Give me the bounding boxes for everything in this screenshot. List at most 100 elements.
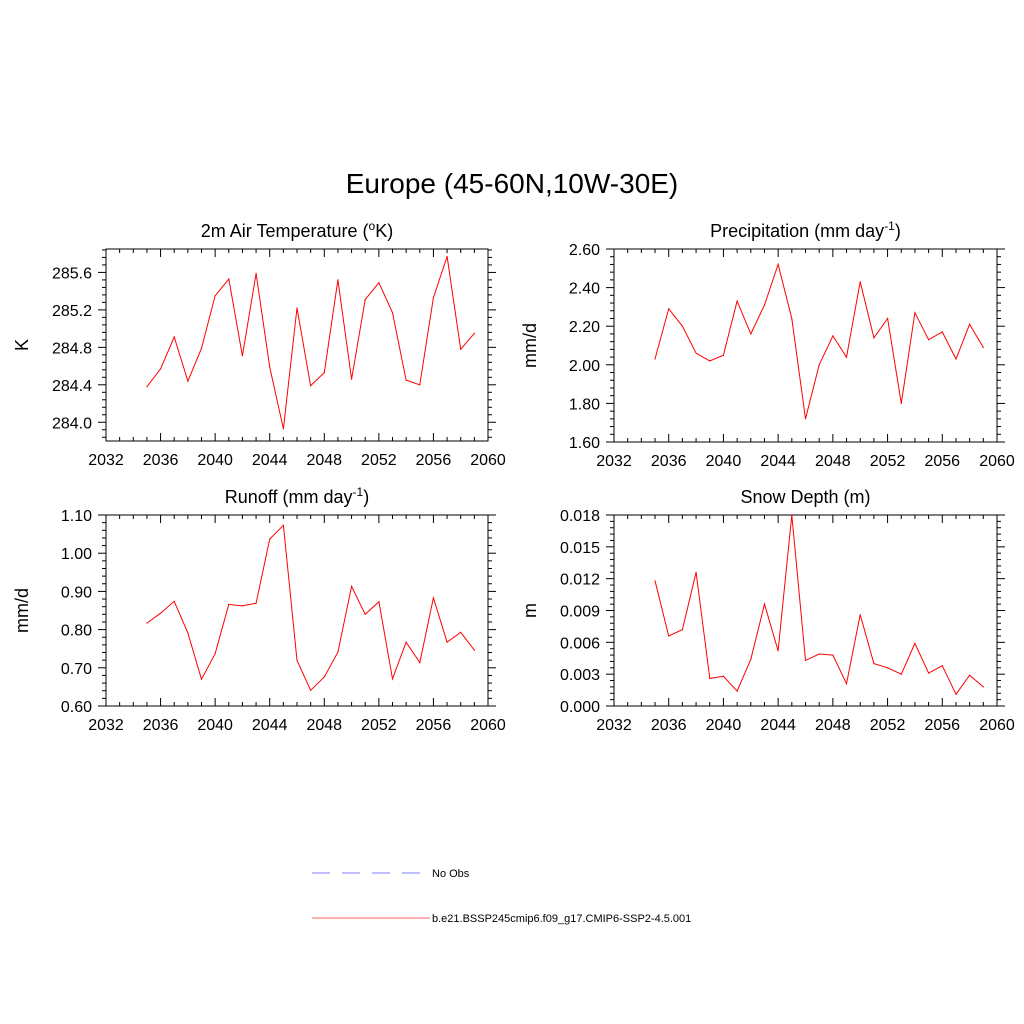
data-point <box>722 675 725 677</box>
data-point <box>763 603 766 605</box>
figure-title: Europe (45-60N,10W-30E) <box>345 168 679 199</box>
y-tick-label: 0.018 <box>560 508 600 525</box>
data-point <box>900 402 902 404</box>
y-tick-label: 0.60 <box>61 699 92 716</box>
panel-title-superscript: o <box>369 219 376 233</box>
y-tick-label: 284.0 <box>52 415 92 432</box>
data-point <box>654 580 656 582</box>
x-tick-label: 2044 <box>760 453 796 470</box>
data-point <box>391 312 394 314</box>
panel-title: 2m Air Temperature (oK) <box>201 219 393 241</box>
legend: No Obs b.e21.BSSP245cmip6.f09_g17.CMIP6-… <box>312 868 691 925</box>
data-point <box>323 372 325 374</box>
data-point <box>845 683 848 685</box>
data-point <box>969 674 971 676</box>
y-tick-label: 284.8 <box>52 340 92 357</box>
data-point <box>736 690 738 692</box>
x-tick-label: 2048 <box>306 452 342 469</box>
x-tick-label: 2060 <box>470 717 506 734</box>
data-point <box>845 356 848 358</box>
x-tick-label: 2056 <box>924 453 960 470</box>
panel-title: Precipitation (mm day-1) <box>710 219 901 241</box>
data-point <box>241 355 243 357</box>
y-axis-label: mm/d <box>520 323 540 368</box>
data-point <box>695 571 697 573</box>
data-point <box>160 612 162 614</box>
x-tick-label: 2032 <box>88 717 124 734</box>
y-tick-label: 2.40 <box>569 281 600 298</box>
x-tick-label: 2040 <box>197 717 233 734</box>
data-point <box>887 317 889 320</box>
data-point <box>282 428 284 430</box>
data-point <box>928 672 930 674</box>
y-axis-label: K <box>12 339 32 351</box>
y-tick-label: 0.003 <box>560 667 600 684</box>
data-point <box>859 281 861 283</box>
data-point <box>241 605 243 607</box>
data-point <box>419 661 421 664</box>
series-line-snow-depth <box>654 514 984 696</box>
y-tick-label: 0.80 <box>61 623 92 640</box>
x-tick-label: 2040 <box>706 453 742 470</box>
data-point <box>859 614 861 616</box>
data-point <box>337 651 339 653</box>
x-tick-label: 2052 <box>361 452 397 469</box>
data-point <box>173 336 175 338</box>
x-tick-label: 2036 <box>651 453 687 470</box>
x-tick-label: 2036 <box>143 717 179 734</box>
x-tick-label: 2036 <box>143 452 179 469</box>
x-tick-label: 2048 <box>815 717 851 734</box>
data-point <box>269 366 271 368</box>
data-point <box>323 676 325 678</box>
data-point <box>364 299 366 301</box>
x-tick-label: 2040 <box>706 717 742 734</box>
y-axis-label: m <box>520 603 540 618</box>
data-point <box>873 337 875 339</box>
data-point <box>709 677 711 680</box>
data-point <box>187 632 189 634</box>
x-tick-label: 2052 <box>361 717 397 734</box>
series-line-precipitation <box>654 262 984 419</box>
panel-title-text-end: K) <box>375 221 393 241</box>
data-point <box>228 278 230 280</box>
x-tick-label: 2040 <box>197 452 233 469</box>
data-point <box>214 653 216 655</box>
data-point <box>791 317 793 320</box>
data-point <box>228 603 230 606</box>
x-tick-label: 2048 <box>306 717 342 734</box>
data-point <box>804 659 807 662</box>
data-point <box>446 255 448 258</box>
data-point <box>832 654 834 656</box>
panel-title-text: Snow Depth (m) <box>740 487 870 507</box>
y-tick-label: 285.6 <box>52 265 92 282</box>
data-point <box>722 354 725 356</box>
y-tick-label: 284.4 <box>52 378 92 395</box>
data-point <box>969 323 971 325</box>
data-point <box>255 602 257 604</box>
x-tick-label: 2044 <box>252 717 288 734</box>
data-point <box>391 678 394 680</box>
plot-frame <box>613 514 998 707</box>
panel-precipitation: Precipitation (mm day-1) mm/d 2032 2036 2040… <box>520 219 1015 470</box>
data-point <box>296 307 298 309</box>
data-point <box>955 358 957 360</box>
data-point <box>695 352 697 354</box>
data-point <box>763 304 766 306</box>
panel-title-text-end: ) <box>895 221 901 241</box>
data-point <box>282 524 284 526</box>
x-tick-label: 2048 <box>815 453 851 470</box>
data-point <box>887 667 889 669</box>
data-point <box>432 597 434 599</box>
y-tick-label: 0.000 <box>560 699 600 716</box>
y-tick-label: 0.90 <box>61 584 92 601</box>
data-point <box>364 613 366 615</box>
panel-title: Snow Depth (m) <box>740 487 870 507</box>
data-point <box>146 622 148 624</box>
data-point <box>200 678 203 680</box>
data-point <box>378 601 380 603</box>
panel-title-superscript: -1 <box>884 219 895 233</box>
data-point <box>955 693 957 695</box>
y-tick-label: 0.70 <box>61 661 92 678</box>
y-tick-label: 0.009 <box>560 604 600 621</box>
